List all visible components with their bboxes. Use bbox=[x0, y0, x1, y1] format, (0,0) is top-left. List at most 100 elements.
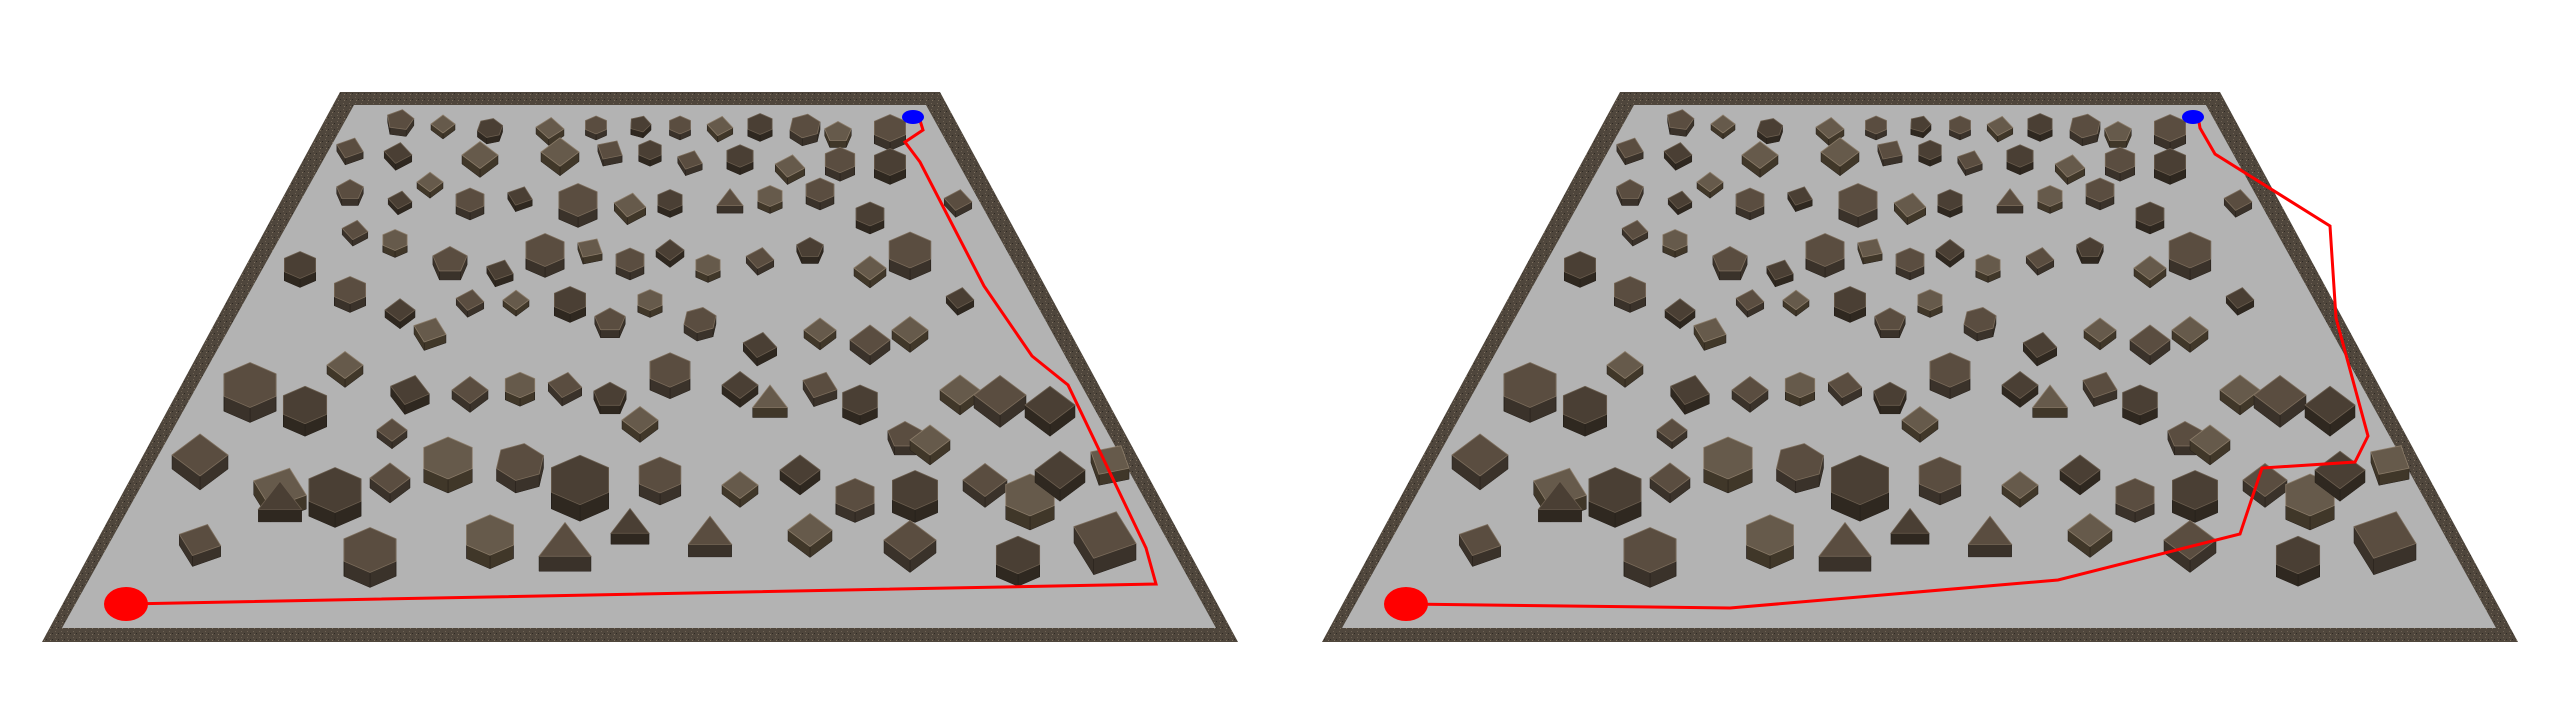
rock-obstacle bbox=[2122, 384, 2158, 426]
rock-top bbox=[1024, 385, 1076, 425]
rock-top bbox=[1937, 189, 1963, 211]
rock-side bbox=[1719, 270, 1741, 281]
rock-top bbox=[2083, 317, 2117, 343]
rock-top bbox=[802, 371, 838, 399]
rock-top bbox=[384, 298, 416, 322]
rock-obstacle bbox=[1606, 351, 1644, 388]
rock-obstacle bbox=[1703, 436, 1753, 494]
rock-obstacle bbox=[637, 289, 663, 318]
rock-obstacle bbox=[382, 229, 408, 258]
rock-obstacle bbox=[2171, 316, 2209, 353]
rock-top bbox=[451, 376, 489, 404]
rock-side bbox=[829, 140, 847, 148]
rock-top bbox=[1735, 187, 1765, 213]
rock-obstacle bbox=[1929, 352, 1971, 400]
rock-top bbox=[1662, 229, 1688, 251]
rock-obstacle bbox=[383, 142, 413, 171]
rock-top bbox=[1918, 139, 1942, 161]
rock-obstacle bbox=[540, 137, 580, 177]
rock-top bbox=[1784, 371, 1816, 399]
rock-obstacle bbox=[2031, 384, 2069, 418]
rock-obstacle bbox=[1621, 219, 1649, 247]
rock-obstacle bbox=[655, 239, 685, 268]
rock-top bbox=[610, 507, 650, 534]
rock-top bbox=[1929, 352, 1971, 388]
rock-obstacle bbox=[2085, 177, 2115, 211]
rock-obstacle bbox=[610, 507, 650, 545]
rock-obstacle bbox=[1667, 109, 1695, 138]
rock-top bbox=[789, 113, 821, 139]
rock-top bbox=[1616, 179, 1644, 199]
rock-top bbox=[687, 515, 733, 545]
rock-obstacle bbox=[1073, 511, 1137, 576]
rock-top bbox=[637, 289, 663, 311]
rock-obstacle bbox=[2067, 513, 2113, 558]
rock-obstacle bbox=[745, 247, 775, 276]
rock-obstacle bbox=[874, 148, 906, 185]
rock-obstacle bbox=[476, 118, 504, 145]
rock-top bbox=[796, 237, 824, 257]
rock-top bbox=[824, 121, 852, 141]
rock-obstacle bbox=[387, 190, 413, 216]
rock-obstacle bbox=[751, 384, 789, 418]
rock-obstacle bbox=[630, 115, 652, 139]
rock-top bbox=[2085, 177, 2115, 203]
rock-obstacle bbox=[171, 433, 229, 491]
rock-obstacle bbox=[726, 144, 754, 176]
rock-side bbox=[600, 329, 620, 338]
rock-obstacle bbox=[909, 424, 951, 466]
rock-obstacle bbox=[1873, 381, 1907, 415]
rock-obstacle bbox=[2370, 445, 2410, 486]
rock-obstacle bbox=[504, 371, 536, 407]
rock-obstacle bbox=[387, 109, 415, 138]
rock-obstacle bbox=[1735, 289, 1765, 318]
rock-top bbox=[538, 521, 592, 557]
rock-top bbox=[2370, 445, 2410, 475]
rock-top bbox=[416, 171, 444, 193]
rock-top bbox=[649, 352, 691, 388]
rock-top bbox=[849, 324, 891, 356]
rock-obstacle bbox=[577, 238, 603, 265]
rock-obstacle bbox=[757, 185, 783, 214]
rock-top bbox=[558, 183, 598, 217]
rock-side bbox=[1879, 405, 1901, 415]
rock-obstacle bbox=[891, 316, 929, 353]
rock-top bbox=[962, 463, 1008, 497]
rock-obstacle bbox=[1756, 118, 1784, 145]
rock-obstacle bbox=[455, 187, 485, 221]
rock-obstacle bbox=[1937, 189, 1963, 218]
rock-obstacle bbox=[1901, 406, 1939, 443]
rock-top bbox=[1073, 511, 1137, 559]
rock-obstacle bbox=[1741, 141, 1779, 178]
rock-obstacle bbox=[995, 535, 1041, 587]
rock-obstacle bbox=[1963, 307, 1997, 342]
rock-top bbox=[787, 513, 833, 547]
rock-top bbox=[842, 384, 878, 416]
rock-top bbox=[855, 201, 885, 227]
rock-obstacle bbox=[1996, 188, 2024, 214]
rock-obstacle bbox=[687, 515, 733, 558]
rock-top bbox=[1606, 351, 1644, 379]
rock-top bbox=[2172, 470, 2218, 510]
rock-top bbox=[432, 246, 468, 272]
rock-obstacle bbox=[455, 289, 485, 318]
rock-obstacle bbox=[1918, 139, 1942, 167]
rock-top bbox=[2006, 144, 2034, 168]
rock-top bbox=[1782, 289, 1810, 311]
rock-obstacle bbox=[677, 150, 703, 177]
rock-top bbox=[1693, 317, 1727, 343]
rock-top bbox=[1838, 183, 1878, 217]
rock-top bbox=[1901, 406, 1939, 434]
rock-top bbox=[1670, 375, 1710, 405]
rock-side bbox=[716, 205, 744, 214]
rock-top bbox=[726, 144, 754, 168]
rock-obstacle bbox=[945, 287, 975, 316]
rock-obstacle bbox=[1910, 115, 1932, 139]
rock-obstacle bbox=[1917, 289, 1943, 318]
rock-top bbox=[1564, 251, 1596, 279]
rock-top bbox=[486, 259, 514, 281]
rock-side bbox=[2081, 256, 2099, 264]
rock-top bbox=[995, 535, 1041, 575]
rock-top bbox=[597, 140, 623, 160]
rock-top bbox=[943, 189, 973, 211]
